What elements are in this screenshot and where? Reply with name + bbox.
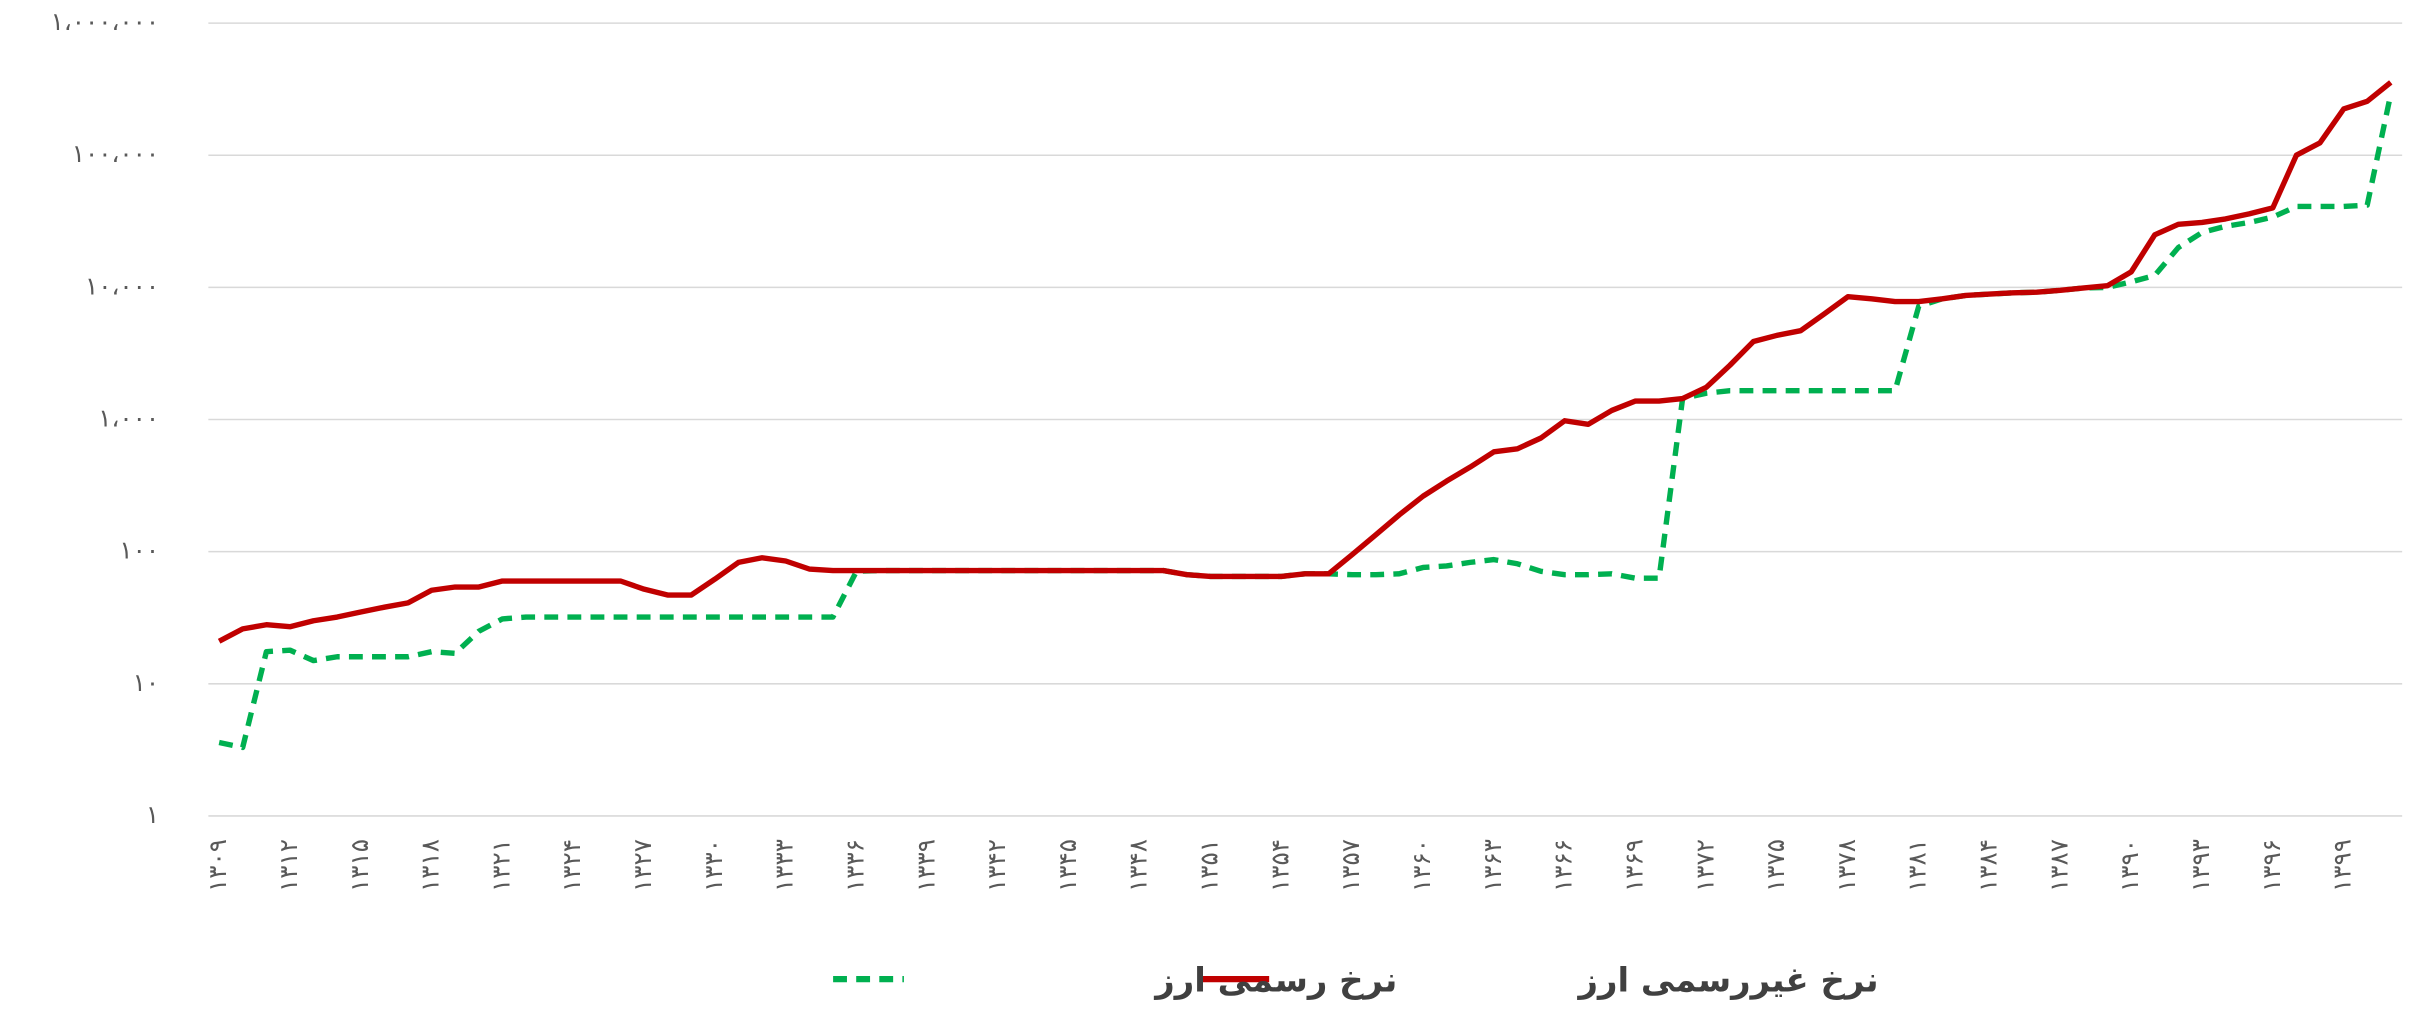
x-tick-label: ۱۳۸۷ xyxy=(2044,839,2073,892)
x-tick-label: ۱۳۵۷ xyxy=(1336,839,1365,892)
x-tick-label: ۱۳۷۵ xyxy=(1761,839,1790,892)
x-tick-label: ۱۳۱۸ xyxy=(416,839,445,892)
x-tick-label: ۱۳۸۱ xyxy=(1903,839,1932,892)
line-series xyxy=(218,93,2394,751)
x-tick-label: ۱۳۶۶ xyxy=(1549,839,1578,892)
x-tick-label: ۱۳۲۷ xyxy=(628,839,657,892)
x-tick-label: ۱۳۶۹ xyxy=(1619,839,1648,892)
x-tick-label: ۱۳۳۳ xyxy=(770,839,799,892)
legend-label: نرخ رسمی ارز xyxy=(1153,961,1397,1001)
y-tick-label: ۱،۰۰۰ xyxy=(98,404,159,433)
y-tick-label: ۱۰ xyxy=(133,668,159,697)
y-tick-label: ۱۰۰،۰۰۰ xyxy=(72,139,159,168)
x-tick-label: ۱۳۶۰ xyxy=(1407,839,1436,892)
x-tick-label: ۱۳۵۴ xyxy=(1265,839,1294,892)
x-tick-label: ۱۳۲۱ xyxy=(486,839,515,892)
x-tick-label: ۱۳۱۵ xyxy=(345,839,374,892)
x-tick-label: ۱۳۱۲ xyxy=(274,839,303,892)
y-tick-label: ۱۰،۰۰۰ xyxy=(85,271,159,300)
x-tick-label: ۱۳۸۴ xyxy=(1974,839,2003,892)
y-tick-label: ۱،۰۰۰،۰۰۰ xyxy=(51,7,159,36)
x-tick-label: ۱۳۴۲ xyxy=(982,839,1011,892)
x-tick-label: ۱۳۴۵ xyxy=(1053,839,1082,892)
x-tick-label: ۱۳۹۳ xyxy=(2186,839,2215,892)
line-series xyxy=(217,80,2393,644)
x-tick-label: ۱۳۵۱ xyxy=(1195,839,1224,892)
legend-label: نرخ غیررسمی ارز xyxy=(1577,961,1879,1001)
x-tick-label: ۱۳۷۸ xyxy=(1832,839,1861,892)
x-tick-label: ۱۳۳۰ xyxy=(699,839,728,892)
x-tick-label: ۱۳۳۹ xyxy=(911,839,940,892)
x-tick-label: ۱۳۴۸ xyxy=(1124,839,1153,892)
x-tick-label: ۱۳۹۰ xyxy=(2115,839,2144,892)
x-tick-label: ۱۳۳۶ xyxy=(840,839,869,892)
x-tick-label: ۱۳۹۹ xyxy=(2328,839,2357,892)
y-tick-label: ۱ xyxy=(146,800,159,829)
x-tick-label: ۱۳۶۳ xyxy=(1478,839,1507,892)
y-tick-label: ۱۰۰ xyxy=(119,536,159,565)
x-tick-label: ۱۳۰۹ xyxy=(203,839,232,892)
x-tick-label: ۱۳۲۴ xyxy=(557,839,586,892)
x-tick-label: ۱۳۷۲ xyxy=(1690,839,1719,892)
x-tick-label: ۱۳۹۶ xyxy=(2257,839,2286,892)
